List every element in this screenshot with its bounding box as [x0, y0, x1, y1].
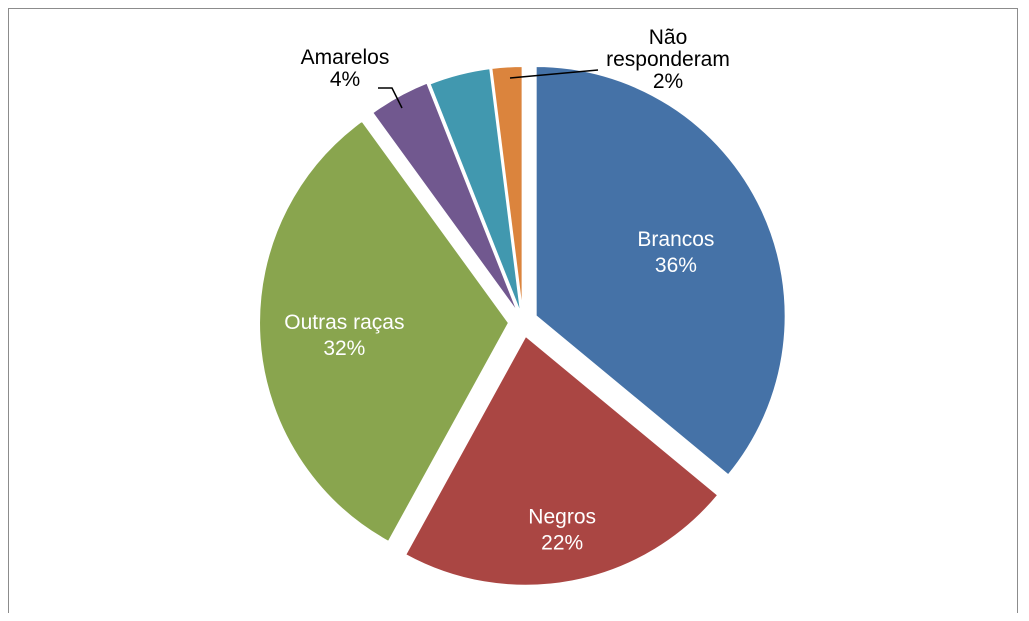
slice-slice-4 — [428, 67, 523, 317]
chart-frame — [8, 8, 1018, 613]
pie-slices — [258, 65, 787, 587]
label-nao-responderam: Não responderam 2% — [606, 26, 730, 93]
slice-nao-responderam — [490, 65, 524, 317]
label-outras-racas: Outras raças 32% — [284, 311, 404, 360]
slice-outras-racas — [258, 119, 511, 544]
slice-amarelos — [370, 81, 521, 316]
slice-labels: Brancos 36% Negros 22% Outras raças 32% Amarel… — [284, 26, 730, 554]
leader-amarelos — [378, 87, 403, 109]
slice-brancos — [534, 65, 787, 477]
leader-nao-responderam — [509, 69, 599, 79]
leader-lines — [378, 69, 599, 109]
slice-negros — [403, 334, 720, 587]
label-amarelos: Amarelos 4% — [301, 46, 390, 91]
label-brancos: Brancos 36% — [637, 228, 714, 277]
label-negros: Negros 22% — [528, 505, 596, 554]
